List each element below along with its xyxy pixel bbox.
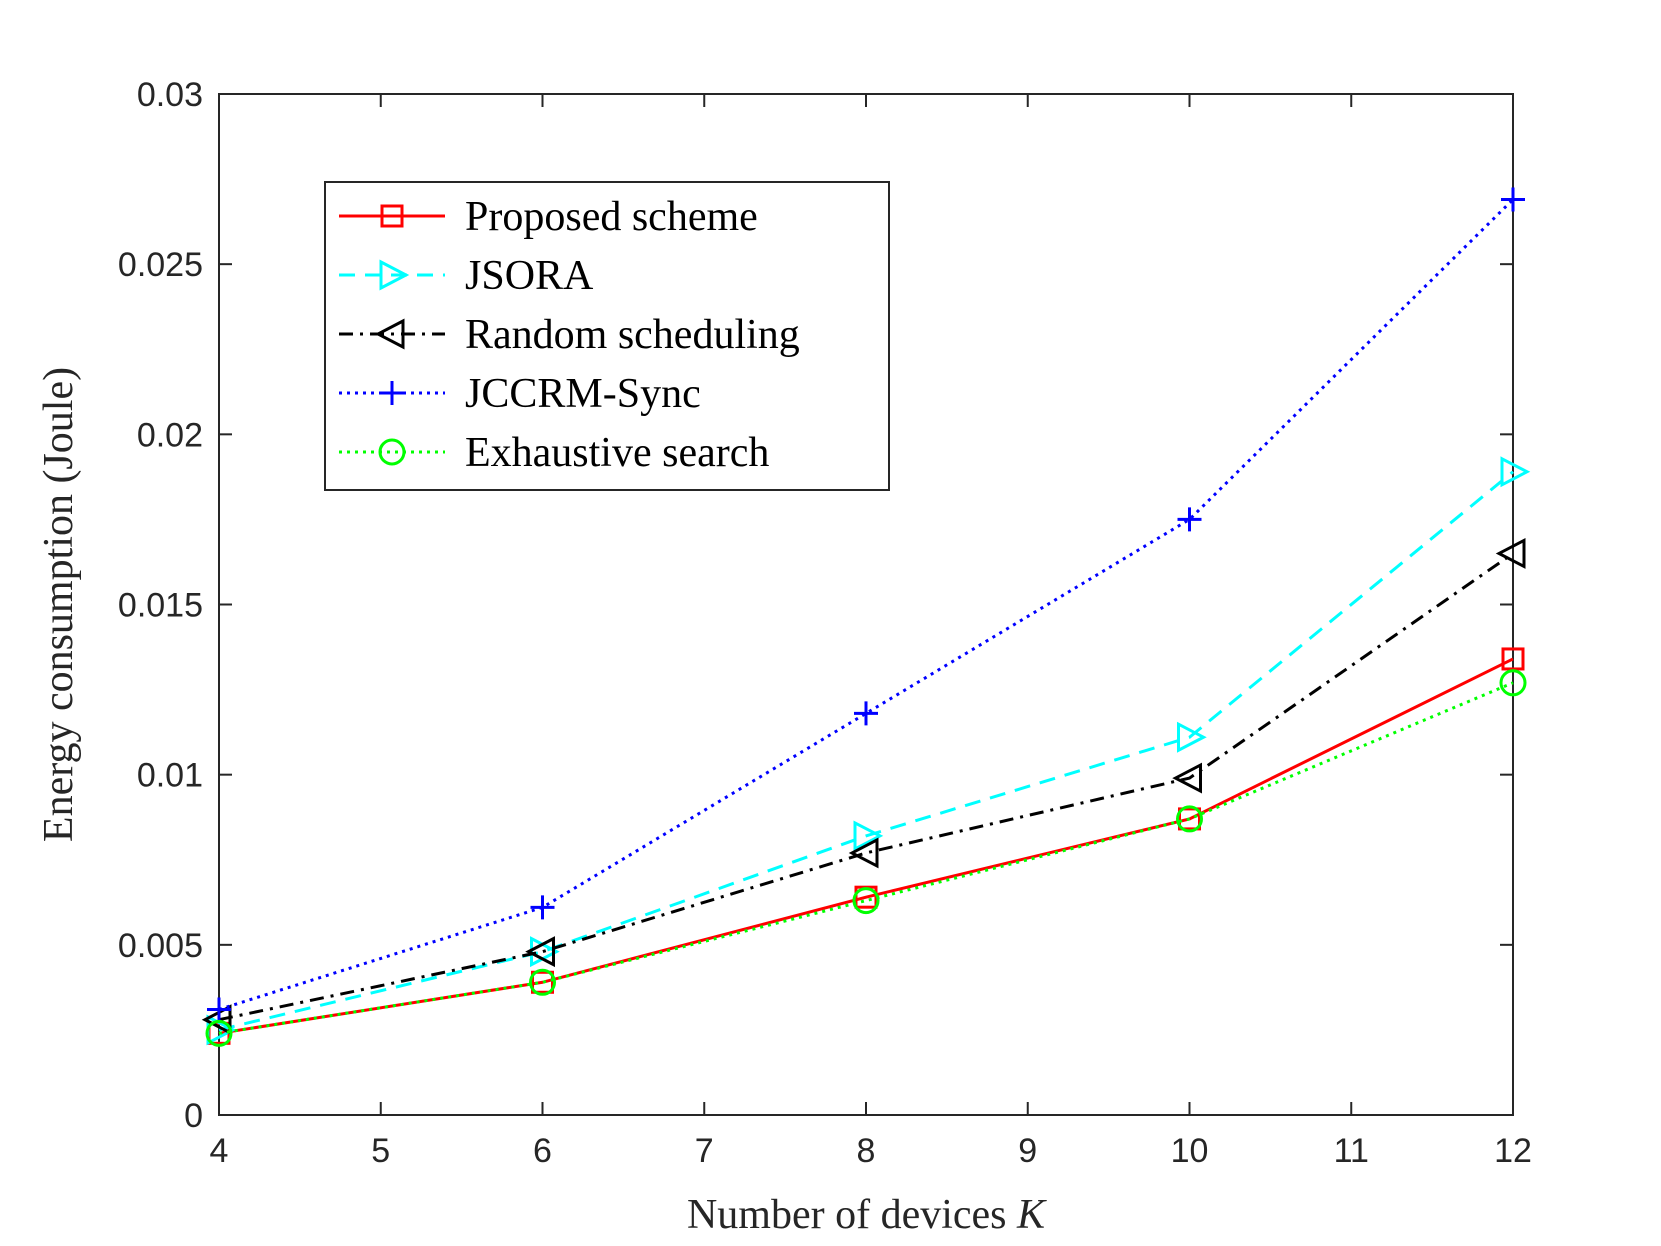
data-point xyxy=(852,887,880,915)
legend-marker xyxy=(379,259,410,291)
data-point xyxy=(1501,647,1525,671)
data-point xyxy=(1177,721,1207,753)
data-point xyxy=(1176,805,1203,833)
x-tick-label: 10 xyxy=(1171,1132,1209,1170)
legend-label: JCCRM-Sync xyxy=(465,371,701,417)
x-tick-label: 8 xyxy=(857,1132,876,1170)
legend-label: Random scheduling xyxy=(465,312,800,358)
legend: Proposed scheme JSORA Random scheduling JCC… xyxy=(324,181,890,491)
data-point xyxy=(1495,537,1526,569)
y-tick-label: 0 xyxy=(184,1097,203,1135)
legend-label: Exhaustive search xyxy=(465,430,769,476)
data-point xyxy=(207,997,231,1022)
x-tick-label: 5 xyxy=(371,1132,390,1170)
x-axis-variable: K xyxy=(1016,1192,1047,1238)
series-line xyxy=(218,681,1514,1035)
y-tick-label: 0.03 xyxy=(137,76,203,114)
legend-marker xyxy=(378,438,406,466)
y-axis: 0 0.005 0.01 0.015 0.02 0.025 0.03 xyxy=(118,76,1513,1135)
x-tick-label: 6 xyxy=(533,1132,552,1170)
legend-box xyxy=(324,181,890,491)
data-point xyxy=(205,1019,233,1047)
data-point xyxy=(530,895,555,920)
data-point xyxy=(848,837,879,869)
series-jsora xyxy=(206,456,1531,1046)
x-tick-label: 9 xyxy=(1018,1132,1037,1170)
x-tick-label: 12 xyxy=(1494,1132,1532,1170)
y-tick-label: 0.015 xyxy=(118,587,203,625)
data-point xyxy=(854,701,878,726)
series-layer xyxy=(201,187,1531,1047)
data-point xyxy=(1500,456,1531,488)
legend-marker xyxy=(374,318,405,350)
legend-label: Proposed scheme xyxy=(465,194,758,240)
series-line xyxy=(218,198,1515,1011)
series-jccrm-sync xyxy=(207,187,1525,1022)
data-point xyxy=(531,970,554,994)
series-line xyxy=(218,470,1514,1032)
x-tick-label: 11 xyxy=(1334,1132,1369,1170)
data-point xyxy=(529,968,556,996)
y-tick-label: 0.025 xyxy=(118,246,203,284)
data-point xyxy=(1177,507,1202,532)
series-exhaustive-search xyxy=(205,669,1527,1047)
data-point xyxy=(853,820,884,852)
data-point xyxy=(1178,807,1201,831)
data-point xyxy=(1172,762,1202,794)
data-point xyxy=(525,936,555,968)
legend-marker xyxy=(380,204,404,228)
y-tick-label: 0.02 xyxy=(137,416,203,454)
data-point xyxy=(1501,187,1525,212)
x-axis-title: Number of devices K xyxy=(687,1192,1047,1238)
y-axis-title: Energy consumption (Joule) xyxy=(36,367,82,842)
x-axis: 4 5 6 7 8 9 10 11 12 xyxy=(210,94,1532,1170)
series-line xyxy=(218,552,1514,1022)
x-tick-label: 7 xyxy=(695,1132,714,1170)
x-axis-title-text: Number of devices xyxy=(687,1192,1017,1238)
series-random-scheduling xyxy=(201,537,1526,1036)
legend-marker xyxy=(380,381,404,405)
data-point xyxy=(1499,669,1527,697)
legend-label: JSORA xyxy=(465,253,594,299)
y-tick-label: 0.01 xyxy=(137,757,203,795)
x-tick-label: 4 xyxy=(210,1132,229,1170)
y-tick-label: 0.005 xyxy=(118,927,203,965)
